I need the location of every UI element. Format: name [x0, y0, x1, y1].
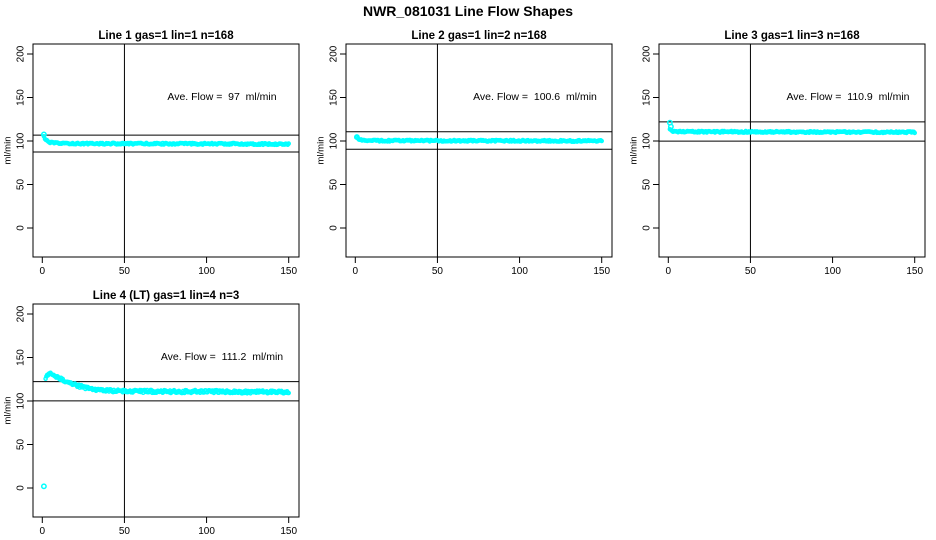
ave-flow-annotation: Ave. Flow = 97 ml/min [167, 91, 276, 103]
plot-box [32, 43, 300, 258]
subplot-line4: 0 50 100 150 200 ml/min 0 50 100 150 Line 4 (LT) g… [3, 290, 300, 537]
scatter-points [43, 370, 292, 396]
y-axis: 0 50 100 150 200 ml/min [3, 45, 33, 231]
svg-text:50: 50 [16, 439, 27, 451]
svg-text:100: 100 [642, 132, 653, 149]
svg-text:0: 0 [40, 526, 46, 537]
reference-lines [33, 44, 299, 257]
svg-text:150: 150 [642, 89, 653, 106]
outlier-points [40, 131, 47, 138]
svg-text:100: 100 [824, 266, 841, 277]
svg-text:50: 50 [642, 179, 653, 191]
svg-text:100: 100 [198, 266, 215, 277]
svg-text:0: 0 [642, 225, 653, 231]
figure-main-title: NWR_081031 Line Flow Shapes [362, 3, 574, 19]
ave-flow-annotation: Ave. Flow = 111.2 ml/min [161, 351, 283, 363]
svg-text:50: 50 [16, 179, 27, 191]
reference-lines [33, 304, 299, 517]
x-axis: 0 50 100 150 [40, 257, 297, 277]
subplot-title: Line 2 gas=1 lin=2 n=168 [411, 30, 547, 42]
svg-text:0: 0 [16, 225, 27, 231]
y-axis-label: ml/min [3, 137, 14, 165]
svg-text:50: 50 [119, 266, 131, 277]
svg-text:200: 200 [642, 45, 653, 62]
svg-text:200: 200 [16, 45, 27, 62]
svg-text:0: 0 [666, 266, 672, 277]
x-axis: 0 50 100 150 [666, 257, 923, 277]
svg-text:150: 150 [906, 266, 923, 277]
y-axis-label: ml/min [629, 137, 640, 165]
subplot-title: Line 1 gas=1 lin=1 n=168 [98, 30, 234, 42]
svg-text:0: 0 [353, 266, 359, 277]
reference-lines [346, 44, 612, 257]
subplot-line1: 0 50 100 150 200 ml/min 0 50 100 150 Line 1 gas=1 … [3, 30, 300, 277]
svg-text:150: 150 [280, 266, 297, 277]
x-axis: 0 50 100 150 [353, 257, 610, 277]
y-axis-label: ml/min [316, 137, 327, 165]
svg-text:100: 100 [511, 266, 528, 277]
y-axis: 0 50 100 150 200 ml/min [629, 45, 659, 231]
scatter-points [354, 135, 605, 144]
svg-text:50: 50 [745, 266, 757, 277]
x-axis: 0 50 100 150 [40, 517, 297, 537]
ave-flow-annotation: Ave. Flow = 110.9 ml/min [786, 91, 909, 103]
subplot-title: Line 4 (LT) gas=1 lin=4 n=3 [93, 290, 239, 302]
svg-text:50: 50 [432, 266, 444, 277]
subplot-line3: 0 50 100 150 200 ml/min 0 50 100 150 Line 3 gas=1 … [629, 30, 926, 277]
ave-flow-annotation: Ave. Flow = 100.6 ml/min [473, 91, 597, 103]
outlier-points [353, 134, 360, 141]
svg-text:100: 100 [329, 132, 340, 149]
y-axis-label: ml/min [3, 397, 14, 425]
svg-text:200: 200 [329, 45, 340, 62]
outlier-points [40, 483, 47, 490]
scatter-points [41, 134, 292, 148]
svg-text:50: 50 [329, 179, 340, 191]
svg-text:150: 150 [280, 526, 297, 537]
svg-text:150: 150 [593, 266, 610, 277]
plot-box [658, 43, 926, 258]
y-axis: 0 50 100 150 200 ml/min [316, 45, 346, 231]
plot-box [32, 303, 300, 518]
svg-text:0: 0 [16, 485, 27, 491]
svg-text:0: 0 [329, 225, 340, 231]
svg-text:0: 0 [40, 266, 46, 277]
y-axis: 0 50 100 150 200 ml/min [3, 305, 33, 491]
svg-text:150: 150 [16, 89, 27, 106]
svg-text:150: 150 [329, 89, 340, 106]
svg-text:150: 150 [16, 349, 27, 366]
svg-text:100: 100 [198, 526, 215, 537]
svg-text:50: 50 [119, 526, 131, 537]
svg-text:100: 100 [16, 132, 27, 149]
svg-text:100: 100 [16, 392, 27, 409]
scatter-points [667, 127, 918, 136]
outlier-points [666, 119, 674, 130]
reference-lines [659, 44, 925, 257]
plot-box [345, 43, 613, 258]
subplot-line2: 0 50 100 150 200 ml/min 0 50 100 150 Line 2 gas=1 … [316, 30, 613, 277]
subplot-title: Line 3 gas=1 lin=3 n=168 [724, 30, 860, 42]
svg-text:200: 200 [16, 305, 27, 322]
